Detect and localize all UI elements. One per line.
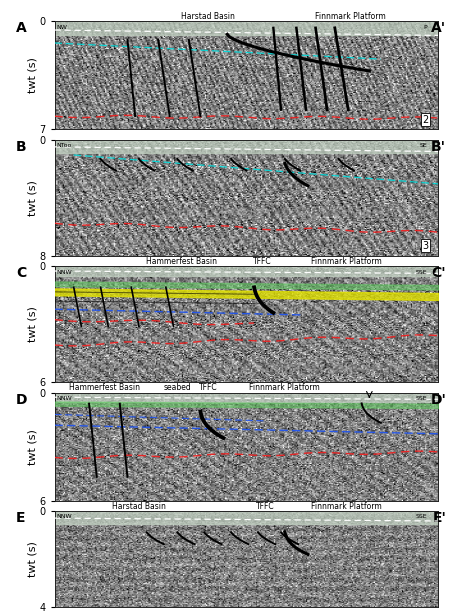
Y-axis label: twt (s): twt (s) bbox=[28, 542, 38, 577]
Text: Harstad Basin: Harstad Basin bbox=[181, 12, 235, 21]
Y-axis label: twt (s): twt (s) bbox=[28, 306, 38, 342]
Y-axis label: twt (s): twt (s) bbox=[28, 58, 38, 93]
Y-axis label: twt (s): twt (s) bbox=[28, 180, 38, 215]
Text: SSE: SSE bbox=[415, 396, 427, 401]
Text: C': C' bbox=[431, 266, 446, 280]
Text: E': E' bbox=[432, 512, 446, 526]
Text: NToo: NToo bbox=[56, 143, 72, 148]
Text: Finnmark Platform: Finnmark Platform bbox=[249, 383, 320, 392]
Bar bbox=[55, 512, 438, 524]
Text: 2: 2 bbox=[423, 115, 429, 125]
Text: TFFC: TFFC bbox=[253, 257, 271, 266]
Bar bbox=[55, 140, 438, 152]
Text: Finnmark Platform: Finnmark Platform bbox=[315, 12, 385, 21]
Text: C: C bbox=[16, 266, 27, 280]
Text: Harstad Basin: Harstad Basin bbox=[112, 502, 166, 511]
Text: B': B' bbox=[431, 140, 446, 154]
Text: SSE: SSE bbox=[415, 514, 427, 519]
Text: NNW: NNW bbox=[56, 396, 72, 401]
Text: Hammerfest Basin: Hammerfest Basin bbox=[146, 257, 217, 266]
Text: SSE: SSE bbox=[415, 270, 427, 275]
Text: Finnmark Platform: Finnmark Platform bbox=[311, 502, 382, 511]
Text: SE: SE bbox=[419, 143, 427, 148]
Text: D': D' bbox=[430, 393, 446, 407]
Text: 3: 3 bbox=[423, 241, 429, 251]
Text: D: D bbox=[16, 393, 27, 407]
Text: A': A' bbox=[431, 21, 446, 35]
Bar bbox=[55, 266, 438, 275]
Text: P: P bbox=[423, 24, 427, 29]
Bar bbox=[55, 21, 438, 35]
Text: Hammerfest Basin: Hammerfest Basin bbox=[69, 383, 140, 392]
Text: NNW: NNW bbox=[56, 514, 72, 519]
Text: B: B bbox=[16, 140, 27, 154]
Bar bbox=[55, 393, 438, 401]
Y-axis label: twt (s): twt (s) bbox=[28, 429, 38, 465]
Text: E: E bbox=[16, 512, 26, 526]
Text: A: A bbox=[16, 21, 27, 35]
Text: seabed: seabed bbox=[164, 383, 191, 392]
Text: TFFC: TFFC bbox=[256, 502, 275, 511]
Text: NNW: NNW bbox=[56, 270, 72, 275]
Text: TFFC: TFFC bbox=[199, 383, 218, 392]
Text: NW: NW bbox=[56, 24, 67, 29]
Text: Finnmark Platform: Finnmark Platform bbox=[311, 257, 382, 266]
